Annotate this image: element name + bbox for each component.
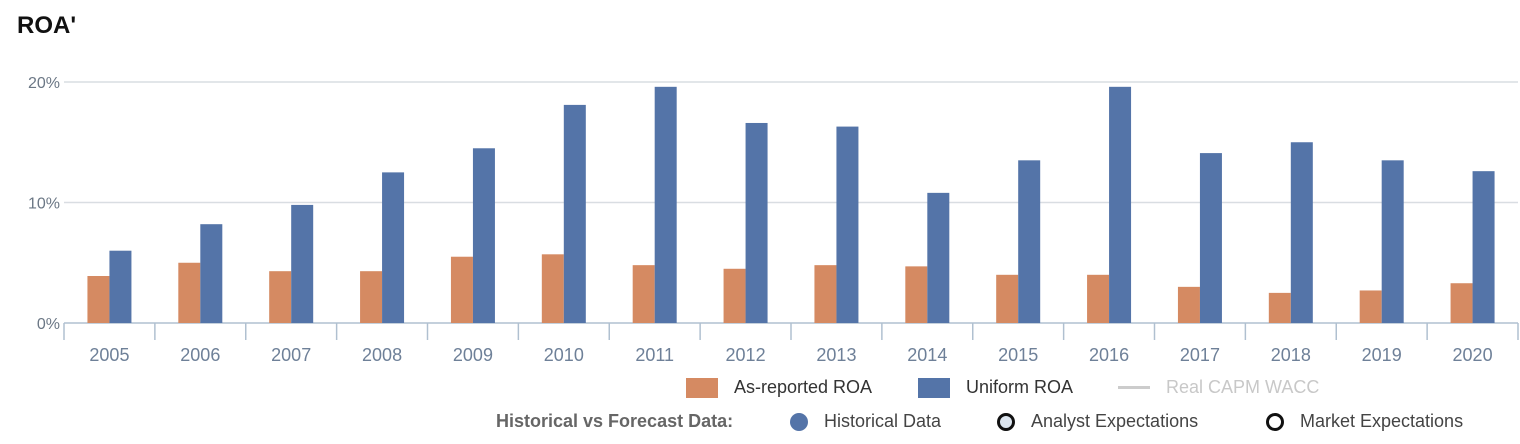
legend-label-analyst: Analyst Expectations	[1031, 411, 1199, 431]
forecast-legend: Historical vs Forecast Data: Historical …	[0, 408, 1520, 438]
bar-as-reported	[87, 276, 110, 323]
bar-as-reported	[996, 274, 1019, 323]
bar-as-reported	[269, 271, 292, 323]
bar-uniform	[1381, 160, 1404, 323]
bar-uniform	[1290, 142, 1313, 323]
bar-uniform	[200, 224, 223, 323]
x-tick-label: 2006	[180, 345, 220, 365]
analyst-ring-icon	[997, 412, 1015, 431]
y-tick-label: 0%	[37, 316, 60, 333]
legend-item-as-reported[interactable]: As-reported ROA	[686, 377, 872, 398]
wacc-line-swatch	[1118, 386, 1150, 389]
bar-uniform	[1018, 160, 1041, 323]
forecast-legend-label: Historical vs Forecast Data:	[496, 411, 734, 431]
y-tick-label: 10%	[28, 196, 60, 213]
series-legend: As-reported ROA Uniform ROA Real CAPM WA…	[0, 374, 1520, 404]
legend-item-historical[interactable]: Historical Data	[790, 411, 941, 432]
legend-item-market[interactable]: Market Expectations	[1266, 411, 1463, 432]
x-tick-label: 2015	[998, 345, 1038, 365]
bar-uniform	[291, 204, 314, 323]
x-tick-label: 2020	[1453, 345, 1493, 365]
x-tick-label: 2019	[1362, 345, 1402, 365]
uniform-swatch	[918, 377, 950, 398]
legend-label-market: Market Expectations	[1300, 411, 1464, 431]
x-tick-label: 2018	[1271, 345, 1311, 365]
x-tick-label: 2009	[453, 345, 493, 365]
bar-uniform	[1472, 171, 1495, 323]
bar-chart: 0% 10% 20% 2005 2006 2007 2008 2009 2010 2011 2012…	[28, 75, 1519, 365]
x-tick-label: 2012	[726, 345, 766, 365]
bar-as-reported	[814, 265, 837, 323]
chart-title: ROA'	[17, 12, 77, 39]
x-tick-label: 2014	[907, 345, 947, 365]
legend-label-uniform: Uniform ROA	[966, 377, 1074, 397]
bar-uniform	[927, 192, 950, 323]
bar-as-reported	[723, 268, 746, 323]
bar-uniform	[109, 250, 132, 323]
as-reported-swatch	[686, 377, 718, 398]
legend-label-as-reported: As-reported ROA	[734, 377, 873, 397]
x-tick-label: 2007	[271, 345, 311, 365]
market-ring-icon	[1266, 412, 1284, 431]
x-tick-label: 2013	[816, 345, 856, 365]
bar-uniform	[1199, 153, 1222, 323]
x-tick-label: 2017	[1180, 345, 1220, 365]
bar-as-reported	[1268, 292, 1291, 323]
bar-as-reported	[632, 265, 655, 323]
bar-as-reported	[178, 262, 201, 323]
bar-as-reported	[360, 271, 383, 323]
bar-as-reported	[1177, 286, 1200, 323]
legend-item-wacc[interactable]: Real CAPM WACC	[1118, 377, 1319, 398]
historical-dot-icon	[790, 412, 808, 431]
bar-uniform	[654, 86, 677, 323]
bar-uniform	[382, 172, 405, 323]
bar-as-reported	[541, 254, 564, 323]
legend-label-wacc: Real CAPM WACC	[1166, 377, 1320, 397]
x-tick-label: 2010	[544, 345, 584, 365]
legend-item-analyst[interactable]: Analyst Expectations	[997, 411, 1198, 432]
bar-as-reported	[450, 256, 473, 323]
bar-uniform	[836, 126, 859, 324]
x-tick-label: 2011	[635, 345, 674, 365]
x-tick-label: 2005	[89, 345, 129, 365]
bar-uniform	[1109, 86, 1132, 323]
bar-uniform	[472, 148, 495, 323]
bar-as-reported	[905, 266, 928, 323]
x-tick-label: 2008	[362, 345, 402, 365]
bar-as-reported	[1450, 283, 1473, 323]
bar-uniform	[563, 104, 586, 324]
bar-uniform	[745, 122, 768, 323]
bar-as-reported	[1359, 290, 1382, 323]
legend-item-uniform[interactable]: Uniform ROA	[918, 377, 1073, 398]
legend-label-historical: Historical Data	[824, 411, 942, 431]
y-tick-label: 20%	[28, 75, 60, 92]
x-tick-label: 2016	[1089, 345, 1129, 365]
bar-as-reported	[1087, 274, 1110, 323]
